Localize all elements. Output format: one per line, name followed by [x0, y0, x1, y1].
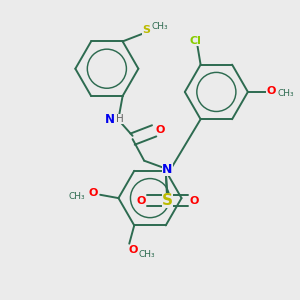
- Text: H: H: [116, 114, 124, 124]
- Text: CH₃: CH₃: [152, 22, 168, 31]
- Text: O: O: [266, 85, 276, 96]
- Text: O: O: [129, 244, 138, 255]
- Text: O: O: [189, 196, 199, 206]
- Text: O: O: [136, 196, 146, 206]
- Text: N: N: [162, 163, 172, 176]
- Text: N: N: [105, 113, 115, 126]
- Text: CH₃: CH₃: [68, 192, 85, 201]
- Text: O: O: [155, 125, 165, 135]
- Text: CH₃: CH₃: [138, 250, 155, 259]
- Text: S: S: [162, 193, 173, 208]
- Text: O: O: [88, 188, 98, 199]
- Text: Cl: Cl: [190, 36, 202, 46]
- Text: CH₃: CH₃: [278, 89, 294, 98]
- Text: S: S: [142, 26, 150, 35]
